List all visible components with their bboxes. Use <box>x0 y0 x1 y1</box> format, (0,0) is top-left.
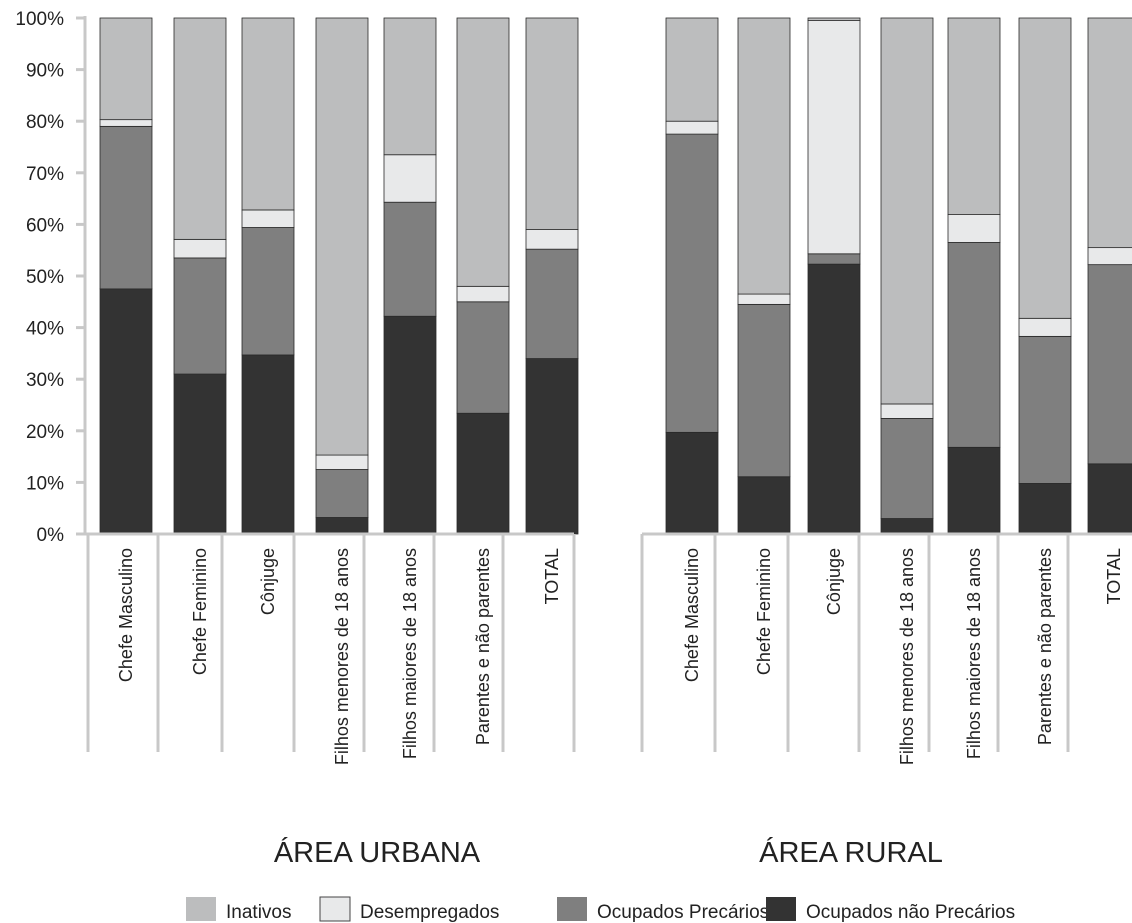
y-tick-label: 60% <box>26 215 64 236</box>
bar-area-rural-total-desempregados <box>1087 247 1132 266</box>
bar-area-rural-chefe-masculino-ocupados-nao-precarios <box>665 431 719 535</box>
bar-area-urbana-chefe-feminino-inativos <box>173 17 227 240</box>
y-tick-label: 90% <box>26 61 64 82</box>
bar-area-urbana-filhos-maiores-de-18-anos-desempregados <box>383 154 437 203</box>
category-label: Filhos maiores de 18 anos <box>964 548 984 759</box>
bar-area-rural-filhos-maiores-de-18-anos-ocupados-precarios <box>947 242 1001 448</box>
bar-area-rural-total-ocupados-precarios <box>1087 264 1132 465</box>
bar-area-rural-total-ocupados-nao-precarios <box>1087 463 1132 535</box>
legend-label-inativos: Inativos <box>226 902 291 923</box>
x-axis: Chefe Masculino Chefe Feminino Cônjuge Filh… <box>85 532 1132 765</box>
bar-area-urbana-filhos-menores-de-18-anos-desempregados <box>315 454 369 470</box>
category-label: Filhos maiores de 18 anos <box>400 548 420 759</box>
legend-swatch-desempregados <box>319 896 351 922</box>
y-tick-label: 50% <box>26 267 64 288</box>
bar-area-rural-filhos-maiores-de-18-anos-desempregados <box>947 214 1001 243</box>
bar-area-urbana-chefe-masculino-ocupados-precarios <box>99 125 153 290</box>
bar-area-rural-filhos-menores-de-18-anos-inativos <box>880 17 934 405</box>
y-tick-label: 30% <box>26 370 64 391</box>
group-labels: ÁREA URBANA ÁREA RURAL <box>274 836 943 869</box>
bar-area-rural-filhos-maiores-de-18-anos-ocupados-nao-precarios <box>947 446 1001 535</box>
bars <box>99 17 1132 535</box>
y-tick-label: 40% <box>26 319 64 340</box>
category-label: TOTAL <box>542 548 562 604</box>
bar-area-rural-chefe-feminino-desempregados <box>737 293 791 305</box>
y-tick-label: 100% <box>15 9 64 30</box>
legend-swatch-ocupados-precarios <box>557 897 587 921</box>
category-label: Chefe Masculino <box>116 548 136 682</box>
category-label: Cônjuge <box>258 548 278 615</box>
bar-area-urbana-filhos-menores-de-18-anos-ocupados-precarios <box>315 469 369 518</box>
legend-swatch-ocupados-nao-precarios <box>766 897 796 921</box>
bar-area-rural-filhos-menores-de-18-anos-ocupados-precarios <box>880 418 934 519</box>
bar-area-urbana-filhos-menores-de-18-anos-ocupados-nao-precarios <box>315 517 369 535</box>
bar-area-rural-chefe-masculino-desempregados <box>665 120 719 135</box>
legend-label-ocupados-precarios: Ocupados Precários <box>597 902 769 923</box>
group-label-area-rural: ÁREA RURAL <box>759 836 943 869</box>
bar-area-urbana-chefe-feminino-ocupados-precarios <box>173 257 227 375</box>
bar-area-urbana-total-inativos <box>525 17 579 230</box>
bar-area-rural-chefe-feminino-ocupados-precarios <box>737 303 791 478</box>
bar-area-urbana-parentes-e-nao-parentes-inativos <box>456 17 510 287</box>
group-label-area-urbana: ÁREA URBANA <box>274 836 481 869</box>
bar-area-rural-total-inativos <box>1087 17 1132 249</box>
bar-area-urbana-parentes-e-nao-parentes-ocupados-precarios <box>456 301 510 414</box>
legend: Inativos Desempregados Ocupados Precários O… <box>186 896 1015 923</box>
bar-area-rural-parentes-e-nao-parentes-inativos <box>1018 17 1072 319</box>
legend-label-ocupados-nao-precarios: Ocupados não Precários <box>806 902 1015 923</box>
bar-area-rural-conjuge-ocupados-nao-precarios <box>807 263 861 535</box>
bar-area-urbana-filhos-maiores-de-18-anos-inativos <box>383 17 437 156</box>
bar-area-rural-conjuge-desempregados <box>807 20 861 255</box>
y-axis: 0% 10% 20% 30% 40% 50% 60% 70% 80% 90% 100% <box>15 9 87 546</box>
bar-area-urbana-chefe-masculino-inativos <box>99 17 153 121</box>
category-label: Chefe Masculino <box>682 548 702 682</box>
bar-area-urbana-filhos-maiores-de-18-anos-ocupados-precarios <box>383 201 437 317</box>
bar-area-urbana-chefe-feminino-ocupados-nao-precarios <box>173 373 227 535</box>
bar-area-rural-parentes-e-nao-parentes-ocupados-precarios <box>1018 335 1072 484</box>
legend-label-desempregados: Desempregados <box>360 902 499 923</box>
bar-area-urbana-conjuge-desempregados <box>241 209 295 228</box>
category-label: Chefe Feminino <box>754 548 774 675</box>
bar-area-rural-chefe-masculino-ocupados-precarios <box>665 133 719 433</box>
bar-area-urbana-chefe-masculino-ocupados-nao-precarios <box>99 288 153 535</box>
category-label: Parentes e não parentes <box>473 548 493 745</box>
category-label: Chefe Feminino <box>190 548 210 675</box>
category-label: TOTAL <box>1104 548 1124 604</box>
bar-area-rural-conjuge-ocupados-precarios <box>807 253 861 265</box>
bar-area-urbana-conjuge-inativos <box>241 17 295 211</box>
bar-area-urbana-chefe-masculino-desempregados <box>99 119 153 127</box>
category-label: Filhos menores de 18 anos <box>332 548 352 765</box>
bar-area-urbana-total-ocupados-nao-precarios <box>525 358 579 535</box>
y-tick-label: 0% <box>37 525 65 546</box>
y-tick-label: 70% <box>26 164 64 185</box>
bar-area-rural-parentes-e-nao-parentes-desempregados <box>1018 317 1072 337</box>
bar-area-urbana-filhos-maiores-de-18-anos-ocupados-nao-precarios <box>383 315 437 535</box>
category-label: Filhos menores de 18 anos <box>897 548 917 765</box>
bar-area-rural-chefe-feminino-inativos <box>737 17 791 295</box>
bar-area-rural-filhos-maiores-de-18-anos-inativos <box>947 17 1001 215</box>
bar-area-urbana-total-ocupados-precarios <box>525 248 579 359</box>
bar-area-rural-filhos-menores-de-18-anos-ocupados-nao-precarios <box>880 518 934 535</box>
y-tick-label: 80% <box>26 112 64 133</box>
bar-area-urbana-parentes-e-nao-parentes-desempregados <box>456 285 510 303</box>
category-label: Parentes e não parentes <box>1035 548 1055 745</box>
bar-area-urbana-conjuge-ocupados-precarios <box>241 227 295 356</box>
bar-area-rural-chefe-feminino-ocupados-nao-precarios <box>737 476 791 535</box>
bar-area-urbana-total-desempregados <box>525 229 579 250</box>
bar-area-urbana-parentes-e-nao-parentes-ocupados-nao-precarios <box>456 412 510 535</box>
bar-area-rural-filhos-menores-de-18-anos-desempregados <box>880 403 934 419</box>
bar-area-rural-conjuge-inativos <box>807 17 861 21</box>
bar-area-rural-parentes-e-nao-parentes-ocupados-nao-precarios <box>1018 483 1072 535</box>
legend-swatch-inativos <box>186 897 216 921</box>
y-tick-label: 10% <box>26 473 64 494</box>
bar-area-urbana-filhos-menores-de-18-anos-inativos <box>315 17 369 456</box>
y-tick-label: 20% <box>26 422 64 443</box>
bar-area-urbana-chefe-feminino-desempregados <box>173 238 227 259</box>
bar-area-rural-chefe-masculino-inativos <box>665 17 719 122</box>
bar-area-urbana-conjuge-ocupados-nao-precarios <box>241 354 295 535</box>
category-label: Cônjuge <box>824 548 844 615</box>
